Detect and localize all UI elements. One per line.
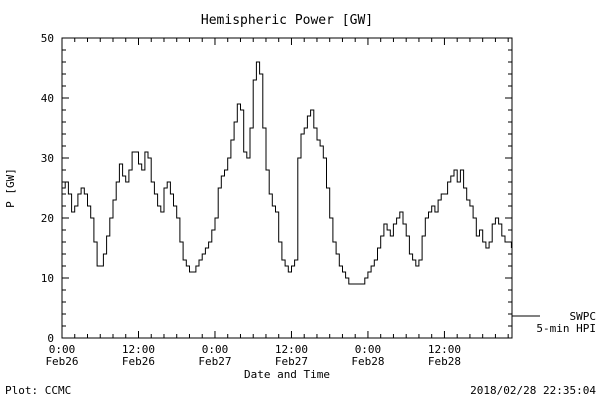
y-tick-label: 50 <box>41 32 54 45</box>
y-tick-label: 30 <box>41 152 54 165</box>
x-axis-ticks: 0:00Feb2612:00Feb260:00Feb2712:00Feb270:… <box>45 38 509 368</box>
x-tick-label: Feb26 <box>122 355 155 368</box>
x-tick-label: Feb26 <box>45 355 78 368</box>
x-axis-label: Date and Time <box>244 368 330 381</box>
x-tick-label: Feb28 <box>351 355 384 368</box>
y-tick-label: 20 <box>41 212 54 225</box>
plot-frame <box>61 37 513 339</box>
footer-timestamp: 2018/02/28 22:35:04 <box>470 384 596 397</box>
legend-series-label: 5-min HPI <box>536 322 596 335</box>
y-axis-label: P [GW] <box>4 168 17 208</box>
legend-source-label: SWPC <box>570 310 597 323</box>
x-tick-label: Feb28 <box>428 355 461 368</box>
data-series-line <box>62 61 512 285</box>
chart-title: Hemispheric Power [GW] <box>201 13 373 28</box>
y-tick-label: 40 <box>41 92 54 105</box>
y-tick-label: 10 <box>41 272 54 285</box>
x-tick-label: Feb27 <box>198 355 231 368</box>
x-tick-label: 12:00 <box>122 343 155 356</box>
x-tick-label: 12:00 <box>428 343 461 356</box>
x-tick-label: Feb27 <box>275 355 308 368</box>
y-tick-label: 0 <box>47 332 54 345</box>
y-axis-ticks: 0 10 20 30 40 50 <box>41 32 512 345</box>
x-tick-label: 0:00 <box>49 343 76 356</box>
footer-plot-credit: Plot: CCMC <box>5 384 71 397</box>
x-tick-label: 0:00 <box>355 343 382 356</box>
x-tick-label: 0:00 <box>202 343 229 356</box>
x-tick-label: 12:00 <box>275 343 308 356</box>
